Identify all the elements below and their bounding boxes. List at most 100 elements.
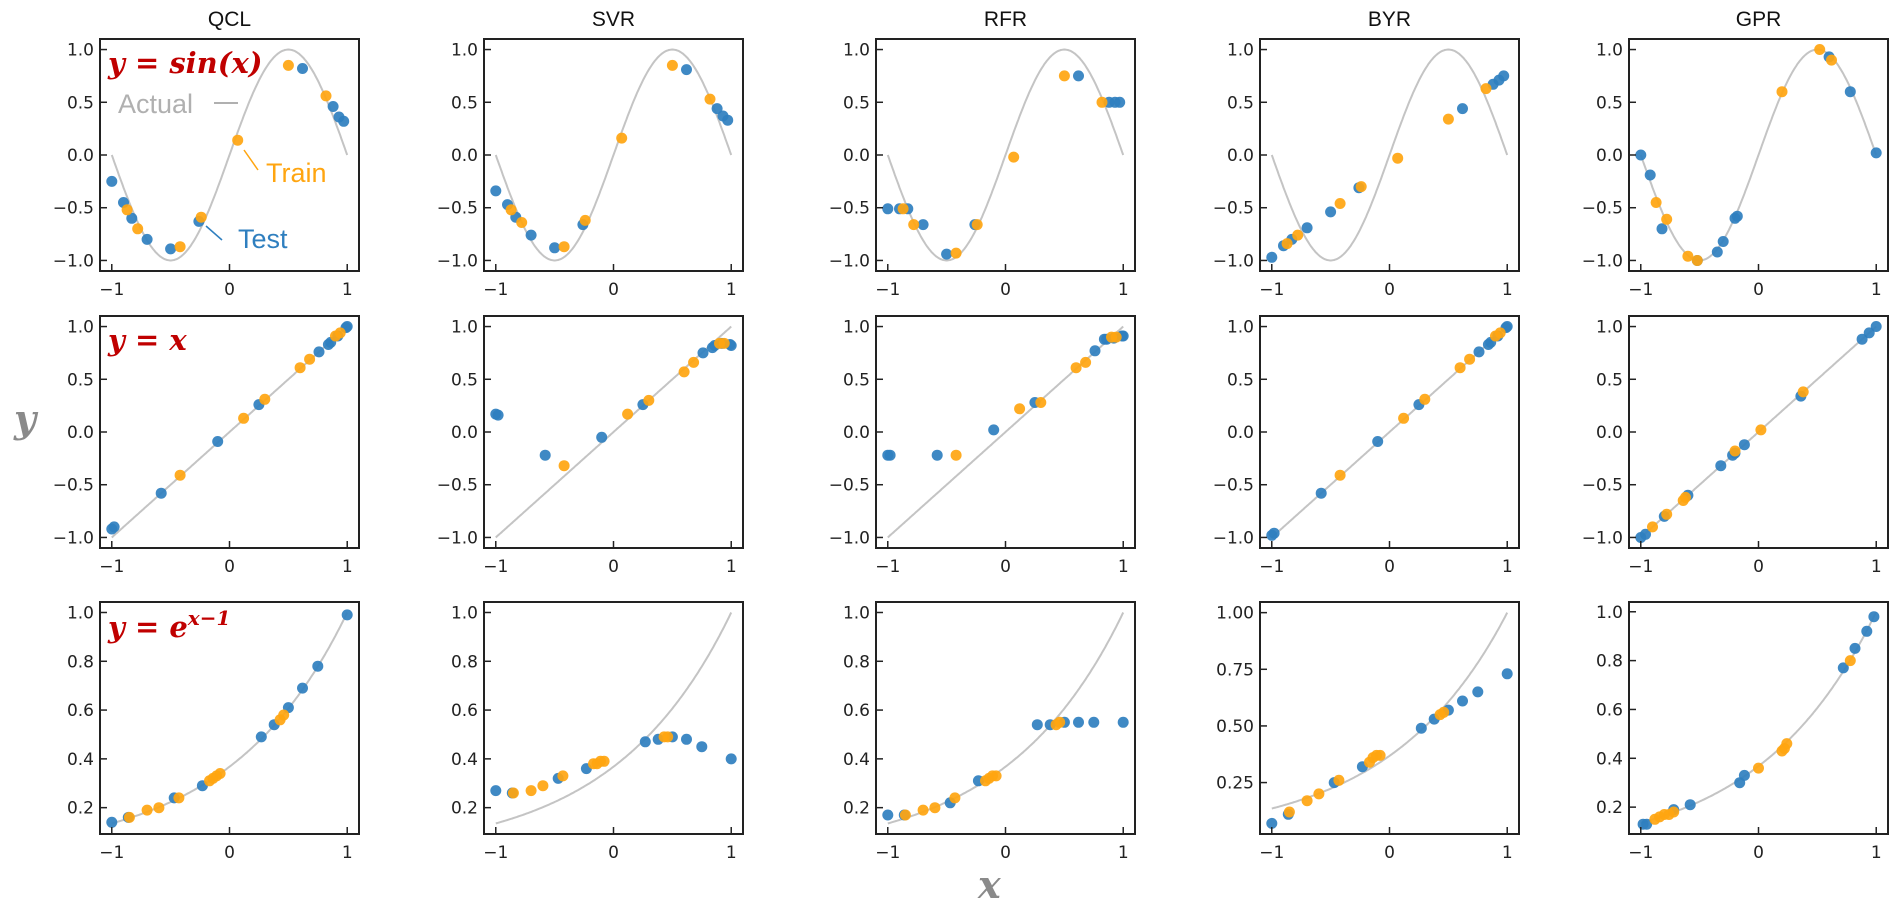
test-point xyxy=(539,449,551,461)
x-tick-label: 0 xyxy=(608,280,619,300)
y-tick-label: −0.5 xyxy=(1582,199,1623,219)
train-point xyxy=(123,811,135,823)
train-point xyxy=(1776,86,1788,98)
test-point xyxy=(696,741,708,753)
annotation-train: Train xyxy=(266,158,327,188)
train-point xyxy=(132,223,144,235)
train-point xyxy=(1283,806,1295,818)
train-point xyxy=(558,460,570,472)
x-tick-label: −1 xyxy=(1259,843,1284,863)
test-point xyxy=(327,101,339,112)
x-tick-label: 1 xyxy=(1502,280,1513,300)
train-point xyxy=(950,449,962,461)
train-point xyxy=(643,394,655,406)
train-point xyxy=(1281,238,1293,250)
y-tick-label: −0.5 xyxy=(437,199,478,219)
test-point xyxy=(882,809,894,821)
y-tick-label: 0.5 xyxy=(1227,93,1254,113)
panel-sin-2: −1 0 1 −1.0 −0.5 0.0 0.5 1.0 SVR xyxy=(437,8,744,300)
panel-exp-4: −1 0 1 0.25 0.50 0.75 1.00 xyxy=(1216,601,1520,863)
test-point xyxy=(725,753,737,765)
test-point xyxy=(917,219,929,231)
train-point xyxy=(1781,738,1793,750)
y-tick-label: 0.75 xyxy=(1216,660,1254,680)
train-point xyxy=(622,408,634,420)
panel-linear-1: −1 0 1 −1.0 −0.5 0.0 0.5 1.0 xyxy=(53,315,360,577)
y-tick-label: 0.5 xyxy=(451,370,478,390)
x-tick-label: 0 xyxy=(1000,280,1011,300)
train-point xyxy=(1058,70,1070,82)
y-tick-label: −1.0 xyxy=(1213,528,1254,548)
test-point xyxy=(141,233,153,245)
train-point xyxy=(174,469,186,481)
panel-title: GPR xyxy=(1736,8,1782,31)
x-tick-label: −1 xyxy=(483,557,508,577)
actual-curve xyxy=(887,612,1125,825)
y-tick-label: 0.8 xyxy=(843,652,870,672)
train-point xyxy=(1661,213,1673,225)
y-tick-label: 0.0 xyxy=(843,423,870,443)
y-tick-label: 1.0 xyxy=(843,41,870,61)
y-tick-label: 0.0 xyxy=(67,423,94,443)
y-tick-label: 1.0 xyxy=(1596,41,1623,61)
test-point xyxy=(341,609,353,621)
y-tick-label: 1.0 xyxy=(843,318,870,338)
x-tick-label: 1 xyxy=(342,557,353,577)
x-tick-label: −1 xyxy=(875,280,900,300)
actual-curve xyxy=(111,612,349,825)
y-tick-label: −0.5 xyxy=(437,476,478,496)
x-tick-label: 1 xyxy=(1502,557,1513,577)
train-point xyxy=(950,247,962,259)
x-tick-label: 0 xyxy=(608,557,619,577)
x-tick-label: −1 xyxy=(1628,557,1653,577)
train-point xyxy=(1464,353,1476,365)
train-point xyxy=(899,809,911,821)
panel-linear-5: −1 0 1 −1.0 −0.5 0.0 0.5 1.0 xyxy=(1582,315,1889,577)
y-axis-label: y xyxy=(13,396,39,441)
test-point xyxy=(341,321,353,332)
annotation-test-leader xyxy=(205,225,223,241)
test-point xyxy=(1301,222,1313,234)
x-tick-label: 0 xyxy=(1000,557,1011,577)
y-tick-label: 0.2 xyxy=(67,799,94,819)
y-tick-label: 0.25 xyxy=(1216,774,1254,794)
train-point xyxy=(1682,250,1694,262)
train-point xyxy=(929,802,941,814)
y-tick-label: 0.6 xyxy=(67,701,94,721)
y-tick-label: 1.0 xyxy=(451,318,478,338)
train-point xyxy=(1014,403,1026,415)
y-tick-label: 0.5 xyxy=(843,370,870,390)
panel-title: SVR xyxy=(592,8,635,31)
actual-curve xyxy=(886,48,1125,262)
train-point xyxy=(1442,113,1454,125)
train-point xyxy=(278,709,290,721)
train-point xyxy=(1110,331,1122,343)
test-point xyxy=(1644,169,1656,181)
y-tick-label: 0.5 xyxy=(67,370,94,390)
test-point xyxy=(1472,686,1484,698)
test-point xyxy=(1844,86,1856,98)
y-tick-label: 0.0 xyxy=(67,146,94,166)
test-point xyxy=(639,736,651,748)
train-point xyxy=(153,802,165,814)
y-tick-label: 0.5 xyxy=(843,93,870,113)
plot-frame xyxy=(1628,601,1889,835)
test-point xyxy=(126,212,138,224)
train-point xyxy=(1844,655,1856,667)
train-point xyxy=(282,59,294,71)
test-point xyxy=(525,229,537,241)
test-point xyxy=(1089,345,1101,357)
test-point xyxy=(988,424,1000,436)
test-point xyxy=(1031,719,1043,731)
test-point xyxy=(1837,662,1849,674)
x-tick-label: 1 xyxy=(1871,843,1882,863)
train-point xyxy=(1661,508,1673,520)
test-point xyxy=(1849,642,1861,654)
x-tick-label: 1 xyxy=(726,843,737,863)
y-tick-label: 1.0 xyxy=(843,603,870,623)
train-point xyxy=(1454,362,1466,374)
train-point xyxy=(537,780,549,792)
test-point xyxy=(722,114,734,126)
x-tick-label: −1 xyxy=(99,280,124,300)
y-tick-label: 0.8 xyxy=(67,652,94,672)
